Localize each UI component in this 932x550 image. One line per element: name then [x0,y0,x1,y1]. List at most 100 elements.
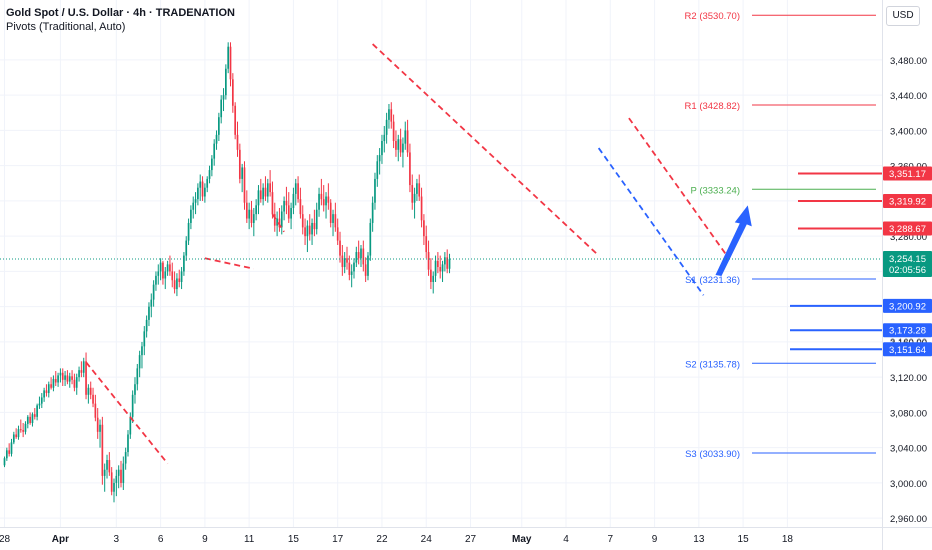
candle-body [122,463,125,483]
candle-body [22,430,24,432]
candle-body [199,181,202,188]
trendline [372,43,600,257]
currency-button[interactable]: USD [886,6,920,26]
time-tick-label: 15 [288,534,300,545]
candle-body [108,460,111,473]
candle-body [190,209,192,223]
candle-body [385,119,388,135]
price-tick-label: 3,280.00 [890,232,927,243]
candle-body [3,458,6,466]
candle-body [218,117,220,135]
candle-body [439,267,442,272]
candle-body [220,99,223,118]
pivot-label: R1 (3428.82) [685,101,740,112]
trendline [85,361,169,465]
time-tick-label: 11 [244,534,255,545]
price-tag [883,166,932,181]
candle-body [437,260,439,268]
time-tick-label: 27 [465,534,477,545]
candle-body [292,193,295,208]
candle-body [243,167,246,203]
candle-body [257,190,260,206]
candle-body [115,475,118,483]
candle-body [185,240,188,256]
price-tag-label: 3,151.64 [889,345,926,356]
candle-body [325,196,327,206]
candle-body [318,193,320,210]
candle-body [423,220,425,237]
candle-body [204,187,206,197]
candle-body [371,202,374,223]
candle-body [50,384,52,388]
candle-body [94,403,97,418]
time-tick-label: 24 [421,534,433,545]
candle-body [229,46,232,80]
candle-body [201,181,204,197]
candle-body [143,331,146,347]
candle-body [397,139,400,150]
candle-body [227,46,230,69]
candle-body [38,403,41,406]
price-tick-label: 3,000.00 [890,479,927,490]
candle-body [241,167,244,179]
candle-body [192,202,195,210]
pivot-label: S1 (3231.36) [685,275,740,286]
candle-body [68,376,71,382]
symbol-title: Gold Spot / U.S. Dollar · 4h · TRADENATI… [6,7,235,19]
time-tick-label: 7 [608,534,614,545]
pivot-lines: R2 (3530.70) R1 (3428.82) P (3333.24) S1 (3… [685,11,876,460]
candle-body [43,390,45,398]
candle-body [315,209,318,230]
candle-body [362,248,365,265]
candle-body [381,141,383,156]
candle-body [45,390,48,394]
candle-body [320,193,323,200]
candle-body [346,258,348,263]
candle-body [278,218,281,228]
candle-body [164,271,167,279]
candle-body [8,450,11,454]
pivot-label: S2 (3135.78) [685,359,740,370]
candle-body [250,209,253,223]
trendline [628,117,728,257]
candle-body [169,264,171,272]
candle-body [78,370,80,378]
candle-body [89,387,92,395]
candle-body [441,264,444,272]
candle-body [40,397,43,404]
candle-body [26,416,29,424]
candle-body [357,252,360,259]
candle-body [299,199,302,215]
candle-body [183,255,185,272]
time-tick-label: Apr [52,534,69,545]
candle-body [266,183,269,197]
candle-body [280,211,283,228]
time-tick-label: May [512,534,532,545]
chart-legend: Gold Spot / U.S. Dollar · 4h · TRADENATI… [6,6,235,34]
candle-body [390,109,393,122]
candles [3,42,451,503]
candle-body [127,434,129,453]
candle-body [171,271,174,281]
candle-body [148,306,150,320]
candle-body [236,134,239,150]
candle-body [85,361,87,395]
candle-body [395,141,397,150]
candle-body [341,255,344,268]
candle-body [47,384,50,394]
candle-body [409,152,411,186]
candle-body [425,236,428,253]
candle-body [416,183,418,194]
candle-body [301,214,304,228]
candle-body [430,269,432,283]
current-price-label: 3,254.15 [889,254,926,265]
price-tick-label: 3,440.00 [890,91,927,102]
candle-body [420,196,423,221]
candle-body [402,143,404,153]
candle-body [269,183,271,193]
time-tick-label: 17 [332,534,344,545]
pivot-label: R2 (3530.70) [685,11,740,22]
price-tick-label: 3,400.00 [890,126,927,137]
trendlines [85,43,728,465]
